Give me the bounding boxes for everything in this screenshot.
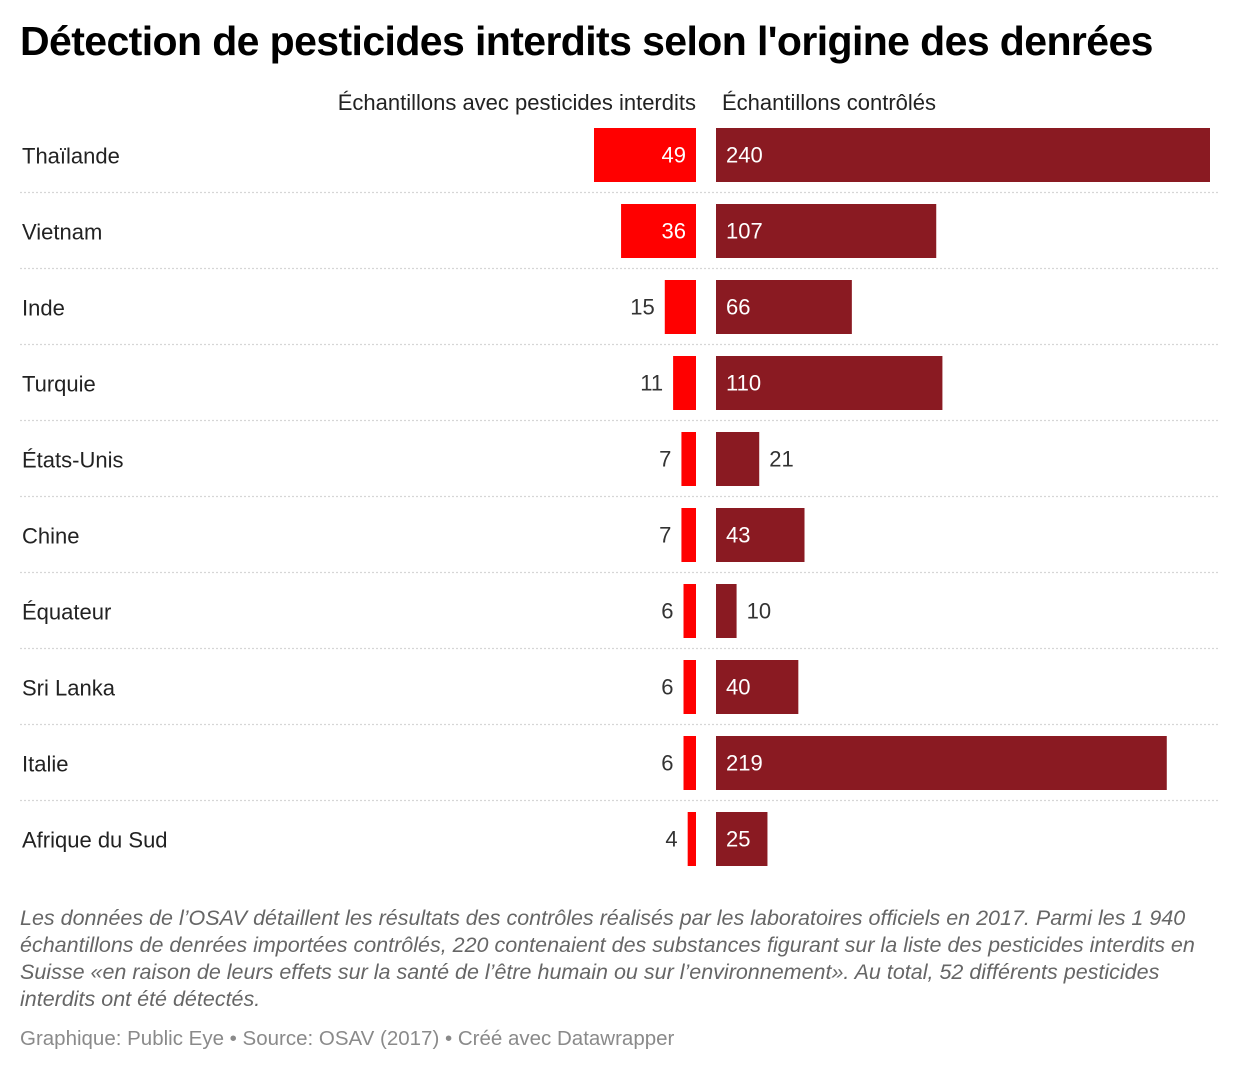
bar-banned bbox=[683, 736, 696, 790]
bar-controlled bbox=[716, 736, 1167, 790]
value-label-controlled: 40 bbox=[726, 675, 750, 700]
category-label: Italie bbox=[22, 752, 68, 777]
bar-controlled bbox=[716, 280, 852, 334]
column-header-controlled: Échantillons contrôlés bbox=[722, 90, 937, 115]
footnote: Les données de l’OSAV détaillent les rés… bbox=[20, 906, 1195, 1011]
chart-title: Détection de pesticides interdits selon … bbox=[20, 18, 1153, 64]
value-label-banned: 36 bbox=[662, 219, 686, 244]
bar-controlled bbox=[716, 812, 768, 866]
bar-banned bbox=[681, 432, 696, 486]
credits: Graphique: Public Eye • Source: OSAV (20… bbox=[20, 1027, 675, 1050]
value-label-controlled: 219 bbox=[726, 751, 763, 776]
value-label-banned: 15 bbox=[630, 295, 654, 320]
bar-banned bbox=[683, 584, 696, 638]
bar-controlled bbox=[716, 204, 937, 258]
value-label-controlled: 107 bbox=[726, 219, 763, 244]
category-label: Turquie bbox=[22, 372, 96, 397]
bar-banned bbox=[681, 508, 696, 562]
bar-banned bbox=[594, 128, 696, 182]
value-label-banned: 7 bbox=[659, 447, 671, 472]
bar-controlled bbox=[716, 660, 799, 714]
column-header-banned: Échantillons avec pesticides interdits bbox=[337, 90, 696, 115]
category-label: Thaïlande bbox=[22, 144, 120, 169]
bar-banned bbox=[673, 356, 696, 410]
value-label-banned: 7 bbox=[659, 523, 671, 548]
value-label-controlled: 21 bbox=[769, 447, 793, 472]
bar-controlled bbox=[716, 128, 1210, 182]
category-label: Vietnam bbox=[22, 220, 102, 245]
value-label-controlled: 240 bbox=[726, 143, 763, 168]
category-label: États-Unis bbox=[22, 448, 123, 473]
bar-controlled bbox=[716, 432, 760, 486]
category-label: Sri Lanka bbox=[22, 676, 116, 701]
value-label-controlled: 25 bbox=[726, 827, 750, 852]
bar-banned bbox=[683, 660, 696, 714]
value-label-banned: 49 bbox=[662, 143, 686, 168]
value-label-banned: 4 bbox=[665, 827, 677, 852]
value-label-controlled: 10 bbox=[747, 599, 771, 624]
category-label: Afrique du Sud bbox=[22, 828, 168, 853]
value-label-controlled: 110 bbox=[726, 371, 761, 396]
bar-controlled bbox=[716, 356, 943, 410]
value-label-controlled: 43 bbox=[726, 523, 750, 548]
bar-banned bbox=[687, 812, 696, 866]
value-label-banned: 11 bbox=[640, 371, 663, 396]
value-label-controlled: 66 bbox=[726, 295, 750, 320]
bar-banned bbox=[621, 204, 696, 258]
value-label-banned: 6 bbox=[661, 751, 673, 776]
category-label: Chine bbox=[22, 524, 79, 549]
category-label: Inde bbox=[22, 296, 65, 321]
value-label-banned: 6 bbox=[661, 675, 673, 700]
value-label-banned: 6 bbox=[661, 599, 673, 624]
category-label: Équateur bbox=[22, 600, 111, 625]
bar-banned bbox=[664, 280, 696, 334]
bar-controlled bbox=[716, 584, 737, 638]
bar-controlled bbox=[716, 508, 805, 562]
